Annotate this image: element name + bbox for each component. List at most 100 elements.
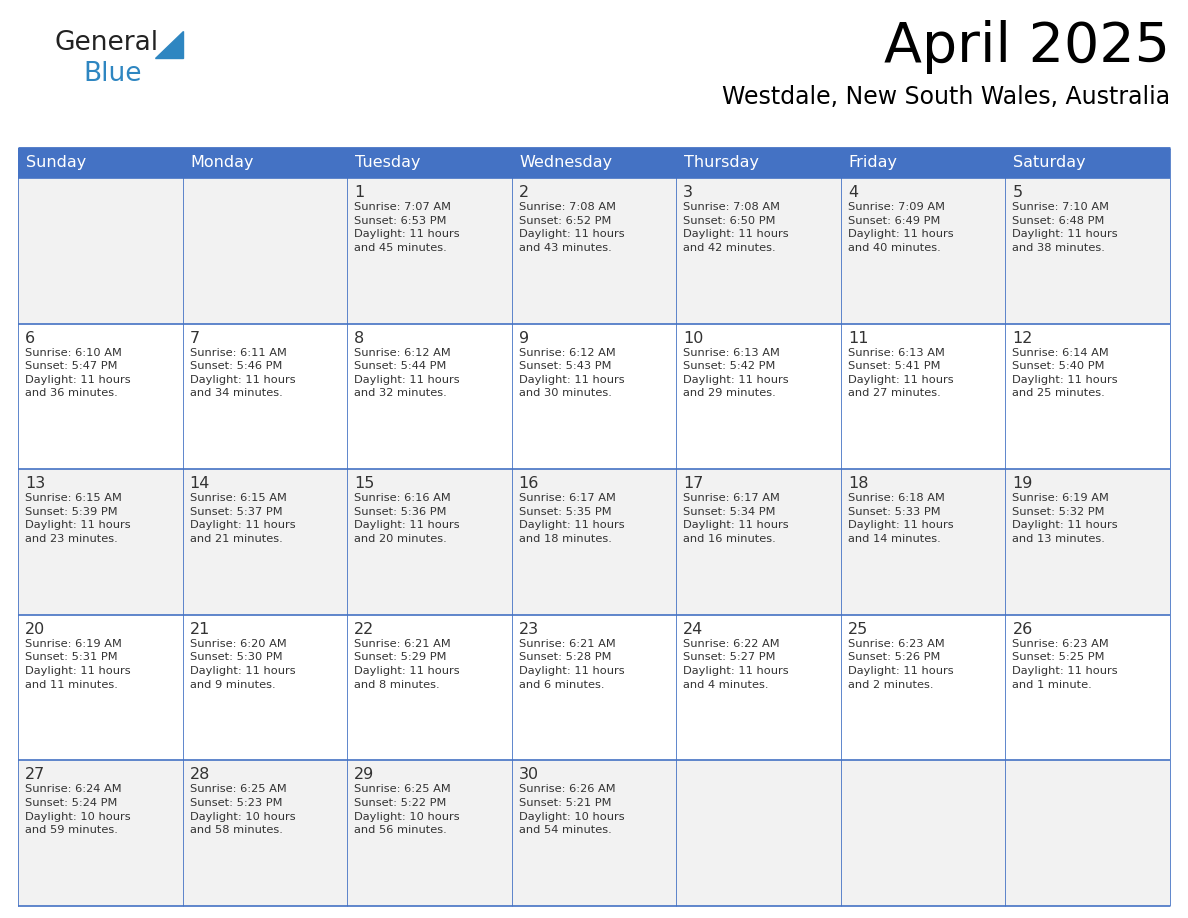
FancyBboxPatch shape: [183, 469, 347, 615]
Text: Sunrise: 6:26 AM
Sunset: 5:21 PM
Daylight: 10 hours
and 54 minutes.: Sunrise: 6:26 AM Sunset: 5:21 PM Dayligh…: [519, 784, 625, 835]
Text: 12: 12: [1012, 330, 1032, 345]
Text: Sunrise: 6:21 AM
Sunset: 5:29 PM
Daylight: 11 hours
and 8 minutes.: Sunrise: 6:21 AM Sunset: 5:29 PM Dayligh…: [354, 639, 460, 689]
Text: Sunrise: 6:14 AM
Sunset: 5:40 PM
Daylight: 11 hours
and 25 minutes.: Sunrise: 6:14 AM Sunset: 5:40 PM Dayligh…: [1012, 348, 1118, 398]
Text: Sunrise: 6:24 AM
Sunset: 5:24 PM
Daylight: 10 hours
and 59 minutes.: Sunrise: 6:24 AM Sunset: 5:24 PM Dayligh…: [25, 784, 131, 835]
Text: Sunrise: 6:25 AM
Sunset: 5:23 PM
Daylight: 10 hours
and 58 minutes.: Sunrise: 6:25 AM Sunset: 5:23 PM Dayligh…: [190, 784, 295, 835]
Text: Sunday: Sunday: [26, 155, 87, 171]
Text: 8: 8: [354, 330, 365, 345]
Text: 22: 22: [354, 621, 374, 637]
Text: Sunrise: 6:15 AM
Sunset: 5:39 PM
Daylight: 11 hours
and 23 minutes.: Sunrise: 6:15 AM Sunset: 5:39 PM Dayligh…: [25, 493, 131, 544]
FancyBboxPatch shape: [1005, 615, 1170, 760]
Text: 16: 16: [519, 476, 539, 491]
FancyBboxPatch shape: [183, 148, 347, 178]
Text: Sunrise: 7:08 AM
Sunset: 6:50 PM
Daylight: 11 hours
and 42 minutes.: Sunrise: 7:08 AM Sunset: 6:50 PM Dayligh…: [683, 202, 789, 252]
Text: Sunrise: 6:25 AM
Sunset: 5:22 PM
Daylight: 10 hours
and 56 minutes.: Sunrise: 6:25 AM Sunset: 5:22 PM Dayligh…: [354, 784, 460, 835]
Text: Sunrise: 7:08 AM
Sunset: 6:52 PM
Daylight: 11 hours
and 43 minutes.: Sunrise: 7:08 AM Sunset: 6:52 PM Dayligh…: [519, 202, 625, 252]
Text: Sunrise: 6:16 AM
Sunset: 5:36 PM
Daylight: 11 hours
and 20 minutes.: Sunrise: 6:16 AM Sunset: 5:36 PM Dayligh…: [354, 493, 460, 544]
Text: Sunrise: 6:18 AM
Sunset: 5:33 PM
Daylight: 11 hours
and 14 minutes.: Sunrise: 6:18 AM Sunset: 5:33 PM Dayligh…: [848, 493, 954, 544]
Polygon shape: [154, 31, 183, 58]
FancyBboxPatch shape: [512, 324, 676, 469]
Text: 25: 25: [848, 621, 868, 637]
Text: 23: 23: [519, 621, 539, 637]
FancyBboxPatch shape: [183, 615, 347, 760]
FancyBboxPatch shape: [1005, 324, 1170, 469]
FancyBboxPatch shape: [1005, 469, 1170, 615]
FancyBboxPatch shape: [18, 178, 183, 324]
FancyBboxPatch shape: [183, 178, 347, 324]
Text: 14: 14: [190, 476, 210, 491]
FancyBboxPatch shape: [512, 469, 676, 615]
FancyBboxPatch shape: [18, 469, 183, 615]
FancyBboxPatch shape: [512, 615, 676, 760]
Text: 19: 19: [1012, 476, 1032, 491]
Text: Sunrise: 6:12 AM
Sunset: 5:44 PM
Daylight: 11 hours
and 32 minutes.: Sunrise: 6:12 AM Sunset: 5:44 PM Dayligh…: [354, 348, 460, 398]
FancyBboxPatch shape: [347, 178, 512, 324]
Text: 4: 4: [848, 185, 858, 200]
Text: Tuesday: Tuesday: [355, 155, 421, 171]
FancyBboxPatch shape: [18, 324, 183, 469]
Text: 11: 11: [848, 330, 868, 345]
Text: 1: 1: [354, 185, 365, 200]
FancyBboxPatch shape: [18, 760, 183, 906]
Text: 26: 26: [1012, 621, 1032, 637]
Text: 17: 17: [683, 476, 703, 491]
FancyBboxPatch shape: [1005, 760, 1170, 906]
Text: 3: 3: [683, 185, 694, 200]
Text: Blue: Blue: [83, 61, 141, 87]
FancyBboxPatch shape: [18, 148, 183, 178]
Text: Sunrise: 6:15 AM
Sunset: 5:37 PM
Daylight: 11 hours
and 21 minutes.: Sunrise: 6:15 AM Sunset: 5:37 PM Dayligh…: [190, 493, 295, 544]
FancyBboxPatch shape: [1005, 148, 1170, 178]
FancyBboxPatch shape: [347, 615, 512, 760]
FancyBboxPatch shape: [347, 469, 512, 615]
Text: Sunrise: 6:11 AM
Sunset: 5:46 PM
Daylight: 11 hours
and 34 minutes.: Sunrise: 6:11 AM Sunset: 5:46 PM Dayligh…: [190, 348, 295, 398]
Text: Sunrise: 6:22 AM
Sunset: 5:27 PM
Daylight: 11 hours
and 4 minutes.: Sunrise: 6:22 AM Sunset: 5:27 PM Dayligh…: [683, 639, 789, 689]
FancyBboxPatch shape: [676, 148, 841, 178]
FancyBboxPatch shape: [512, 178, 676, 324]
FancyBboxPatch shape: [18, 615, 183, 760]
Text: 6: 6: [25, 330, 36, 345]
Text: Sunrise: 6:13 AM
Sunset: 5:42 PM
Daylight: 11 hours
and 29 minutes.: Sunrise: 6:13 AM Sunset: 5:42 PM Dayligh…: [683, 348, 789, 398]
FancyBboxPatch shape: [183, 324, 347, 469]
Text: Sunrise: 7:10 AM
Sunset: 6:48 PM
Daylight: 11 hours
and 38 minutes.: Sunrise: 7:10 AM Sunset: 6:48 PM Dayligh…: [1012, 202, 1118, 252]
FancyBboxPatch shape: [347, 148, 512, 178]
FancyBboxPatch shape: [841, 469, 1005, 615]
FancyBboxPatch shape: [676, 469, 841, 615]
FancyBboxPatch shape: [347, 760, 512, 906]
Text: Sunrise: 7:07 AM
Sunset: 6:53 PM
Daylight: 11 hours
and 45 minutes.: Sunrise: 7:07 AM Sunset: 6:53 PM Dayligh…: [354, 202, 460, 252]
Text: Saturday: Saturday: [1013, 155, 1086, 171]
Text: Sunrise: 6:19 AM
Sunset: 5:32 PM
Daylight: 11 hours
and 13 minutes.: Sunrise: 6:19 AM Sunset: 5:32 PM Dayligh…: [1012, 493, 1118, 544]
Text: General: General: [55, 30, 159, 56]
Text: Sunrise: 6:10 AM
Sunset: 5:47 PM
Daylight: 11 hours
and 36 minutes.: Sunrise: 6:10 AM Sunset: 5:47 PM Dayligh…: [25, 348, 131, 398]
FancyBboxPatch shape: [676, 760, 841, 906]
FancyBboxPatch shape: [841, 148, 1005, 178]
Text: Sunrise: 6:23 AM
Sunset: 5:25 PM
Daylight: 11 hours
and 1 minute.: Sunrise: 6:23 AM Sunset: 5:25 PM Dayligh…: [1012, 639, 1118, 689]
FancyBboxPatch shape: [841, 178, 1005, 324]
FancyBboxPatch shape: [183, 760, 347, 906]
Text: Sunrise: 6:23 AM
Sunset: 5:26 PM
Daylight: 11 hours
and 2 minutes.: Sunrise: 6:23 AM Sunset: 5:26 PM Dayligh…: [848, 639, 954, 689]
Text: 24: 24: [683, 621, 703, 637]
Text: 21: 21: [190, 621, 210, 637]
Text: Sunrise: 6:19 AM
Sunset: 5:31 PM
Daylight: 11 hours
and 11 minutes.: Sunrise: 6:19 AM Sunset: 5:31 PM Dayligh…: [25, 639, 131, 689]
Text: 10: 10: [683, 330, 703, 345]
FancyBboxPatch shape: [512, 148, 676, 178]
Text: 5: 5: [1012, 185, 1023, 200]
Text: Thursday: Thursday: [684, 155, 759, 171]
Text: 13: 13: [25, 476, 45, 491]
Text: 27: 27: [25, 767, 45, 782]
Text: 30: 30: [519, 767, 539, 782]
Text: Sunrise: 6:21 AM
Sunset: 5:28 PM
Daylight: 11 hours
and 6 minutes.: Sunrise: 6:21 AM Sunset: 5:28 PM Dayligh…: [519, 639, 625, 689]
Text: 28: 28: [190, 767, 210, 782]
FancyBboxPatch shape: [347, 324, 512, 469]
Text: Sunrise: 6:13 AM
Sunset: 5:41 PM
Daylight: 11 hours
and 27 minutes.: Sunrise: 6:13 AM Sunset: 5:41 PM Dayligh…: [848, 348, 954, 398]
Text: Sunrise: 6:17 AM
Sunset: 5:35 PM
Daylight: 11 hours
and 18 minutes.: Sunrise: 6:17 AM Sunset: 5:35 PM Dayligh…: [519, 493, 625, 544]
Text: 20: 20: [25, 621, 45, 637]
Text: Sunrise: 6:12 AM
Sunset: 5:43 PM
Daylight: 11 hours
and 30 minutes.: Sunrise: 6:12 AM Sunset: 5:43 PM Dayligh…: [519, 348, 625, 398]
Text: Sunrise: 7:09 AM
Sunset: 6:49 PM
Daylight: 11 hours
and 40 minutes.: Sunrise: 7:09 AM Sunset: 6:49 PM Dayligh…: [848, 202, 954, 252]
Text: Wednesday: Wednesday: [519, 155, 613, 171]
Text: Sunrise: 6:20 AM
Sunset: 5:30 PM
Daylight: 11 hours
and 9 minutes.: Sunrise: 6:20 AM Sunset: 5:30 PM Dayligh…: [190, 639, 295, 689]
Text: 2: 2: [519, 185, 529, 200]
FancyBboxPatch shape: [1005, 178, 1170, 324]
Text: 18: 18: [848, 476, 868, 491]
Text: 7: 7: [190, 330, 200, 345]
Text: April 2025: April 2025: [884, 20, 1170, 74]
